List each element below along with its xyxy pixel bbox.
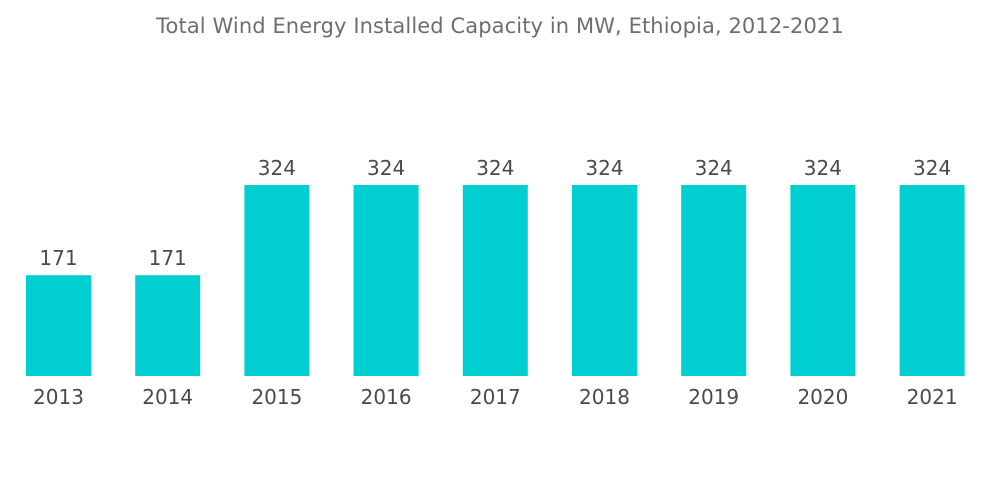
bar-2017	[462, 185, 528, 376]
x-tick-label-2017: 2017	[470, 385, 521, 409]
value-label-2014: 171	[149, 246, 187, 270]
value-label-2015: 324	[258, 156, 296, 180]
value-label-2016: 324	[367, 156, 405, 180]
x-tick-label-2015: 2015	[251, 385, 302, 409]
chart-title: Total Wind Energy Installed Capacity in …	[156, 14, 844, 38]
value-label-2018: 324	[585, 156, 623, 180]
bar-2016	[353, 185, 419, 376]
bar-2020	[790, 185, 856, 376]
value-label-2021: 324	[913, 156, 951, 180]
bar-2019	[681, 185, 747, 376]
x-tick-label-2019: 2019	[688, 385, 739, 409]
value-label-2017: 324	[476, 156, 514, 180]
value-label-2013: 171	[39, 246, 77, 270]
bar-2021	[899, 185, 965, 376]
bar-2014	[135, 275, 201, 376]
value-label-2019: 324	[695, 156, 733, 180]
x-tick-label-2013: 2013	[33, 385, 84, 409]
x-tick-label-2014: 2014	[142, 385, 193, 409]
bar-2018	[572, 185, 637, 376]
bar-2015	[244, 185, 310, 376]
x-tick-label-2016: 2016	[361, 385, 412, 409]
x-tick-label-2018: 2018	[579, 385, 630, 409]
value-label-2020: 324	[804, 156, 842, 180]
x-tick-label-2020: 2020	[797, 385, 848, 409]
x-tick-label-2021: 2021	[907, 385, 958, 409]
bar-2013	[26, 275, 91, 376]
